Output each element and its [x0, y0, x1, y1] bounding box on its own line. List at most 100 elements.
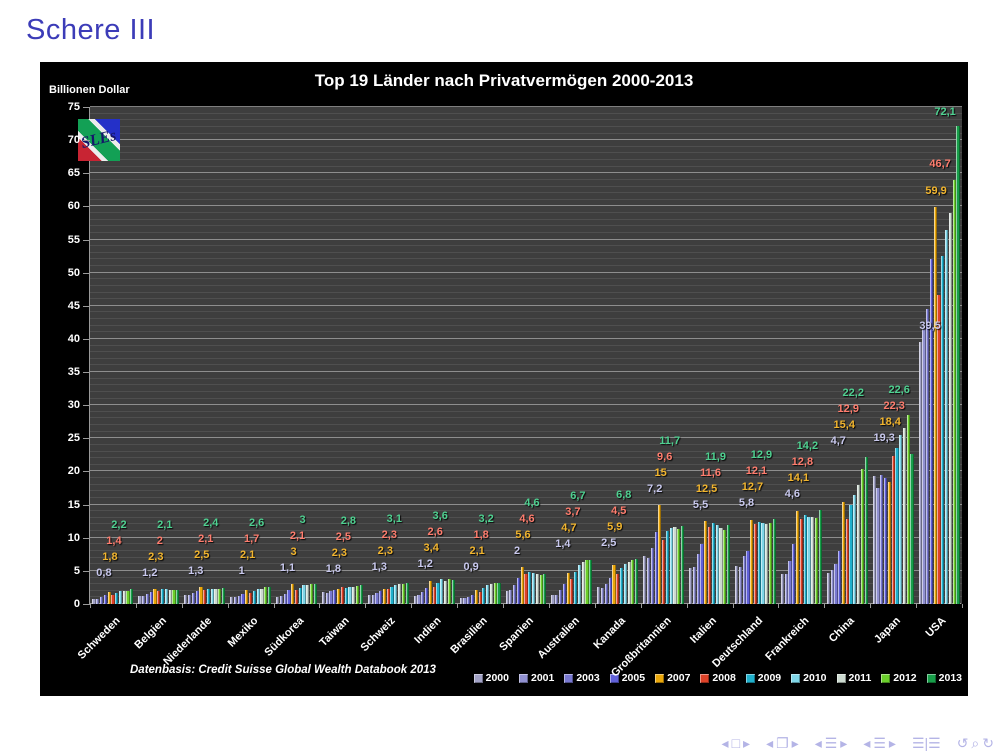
gridline-minor	[90, 112, 962, 114]
bar-Südkorea-2008	[294, 590, 299, 604]
nav-prev-frame-icon[interactable]: ◂	[766, 735, 774, 751]
gridline-major	[90, 404, 962, 406]
x-axis-label-Japan: Japan	[871, 614, 903, 646]
legend: 2000 2001 2003 2005 2007 2008 2009 2010 2011 2012…	[473, 672, 962, 684]
value-label-Belgien-2013: 2,1	[157, 518, 173, 531]
y-tick-mark	[83, 570, 90, 572]
bar-Deutschland-2008	[753, 523, 758, 604]
bar-Deutschland-2009	[757, 521, 761, 604]
y-axis-title: Billionen Dollar	[49, 84, 130, 96]
y-tick-label: 75	[67, 101, 80, 113]
bar-Australien-2000	[551, 594, 555, 604]
value-label-Großbritannien-2007: 15	[654, 466, 667, 479]
nav-back-icon[interactable]: ↺	[956, 735, 969, 751]
nav-appendix-icon[interactable]: ☰|☰	[911, 735, 941, 751]
nav-next-slide-icon[interactable]: ▸	[743, 735, 751, 751]
bar-Spanien-2011	[535, 574, 539, 604]
gridline-major	[90, 205, 962, 207]
bar-Brasilien-2007	[474, 590, 478, 604]
x-axis-label-Südkorea: Südkorea	[262, 614, 307, 659]
gridline-minor	[90, 225, 962, 227]
bar-Schweiz-2012	[401, 584, 406, 604]
gridline-minor	[90, 556, 962, 558]
gridline-minor	[90, 563, 962, 565]
bar-Großbritannien-2001	[646, 557, 651, 604]
nav-next-frame-icon[interactable]: ▸	[791, 735, 799, 751]
y-tick-mark	[83, 239, 90, 241]
nav-next-subsection-icon[interactable]: ▸	[840, 735, 848, 751]
gridline-minor	[90, 318, 962, 320]
value-label-Südkorea-2008: 2,1	[289, 530, 306, 543]
bar-Belgien-2011	[168, 590, 172, 604]
x-axis-label-Frankreich: Frankreich	[762, 614, 812, 664]
bar-Frankreich-2008	[799, 519, 803, 604]
gridline-minor	[90, 159, 962, 161]
bar-Spanien-2000	[505, 590, 509, 604]
bar-China-2009	[849, 504, 853, 604]
gridline-minor	[90, 265, 962, 267]
wealth-chart: Top 19 Länder nach Privatvermögen 2000-2…	[40, 62, 968, 696]
gridline-minor	[90, 457, 962, 459]
nav-prev-slide-icon[interactable]: ◂	[721, 735, 729, 751]
y-tick-mark	[83, 405, 90, 407]
bar-USA-2005	[929, 259, 934, 604]
nav-slide-icon[interactable]: □	[731, 735, 741, 751]
bar-Südkorea-2007	[291, 584, 295, 604]
gridline-minor	[90, 218, 962, 220]
gridline-minor	[90, 483, 962, 485]
gridline-minor	[90, 311, 962, 313]
bar-USA-2008	[937, 294, 941, 604]
gridline-major	[90, 106, 962, 107]
nav-prev-section-icon[interactable]: ◂	[863, 735, 871, 751]
x-tick-mark	[457, 604, 459, 608]
gridline-minor	[90, 185, 962, 187]
value-label-Südkorea-2007: 3	[290, 546, 297, 559]
bar-Deutschland-2012	[768, 523, 773, 604]
bar-Belgien-2008	[157, 590, 161, 604]
x-axis-label-Schweiz: Schweiz	[358, 614, 399, 654]
bar-Schweiz-2009	[390, 586, 394, 604]
bar-USA-2001	[922, 329, 926, 604]
bar-Spanien-2008	[524, 573, 528, 604]
nav-section-icon[interactable]: ☰	[873, 735, 886, 751]
bar-Taiwan-2000	[321, 592, 326, 604]
legend-label-2008: 2008	[712, 672, 736, 684]
legend-label-2000: 2000	[485, 672, 509, 684]
bar-Kanada-2011	[627, 561, 631, 604]
x-tick-mark	[503, 604, 505, 608]
value-label-Schweden-2007: 1,8	[102, 551, 118, 564]
bar-Schweden-2008	[111, 594, 115, 604]
bar-China-2003	[834, 564, 838, 604]
x-axis-label-Spanien: Spanien	[497, 614, 536, 654]
nav-forward-icon[interactable]: ↻	[982, 735, 994, 751]
bar-USA-2007	[933, 207, 937, 604]
bar-Niederlande-2003	[191, 593, 195, 604]
bar-China-2001	[830, 569, 834, 604]
nav-search-icon[interactable]: ⌕	[971, 735, 980, 751]
legend-label-2003: 2003	[576, 672, 600, 684]
bar-USA-2003	[926, 309, 930, 604]
y-tick-mark	[83, 471, 90, 473]
bar-Niederlande-2012	[218, 588, 222, 604]
bar-Indien-2007	[428, 581, 433, 604]
bar-Frankreich-2010	[807, 516, 811, 604]
value-label-Großbritannien-2008: 9,6	[657, 450, 673, 463]
gridline-minor	[90, 152, 962, 154]
bar-Schweiz-2001	[371, 595, 375, 604]
gridline-minor	[90, 351, 962, 353]
legend-label-2009: 2009	[757, 672, 782, 684]
gridline-minor	[90, 490, 962, 492]
bar-Schweden-2003	[100, 596, 104, 604]
bar-Kanada-2013	[635, 558, 639, 604]
nav-frame-icon[interactable]: ❐	[776, 735, 789, 751]
nav-subsection-icon[interactable]: ☰	[824, 735, 838, 751]
nav-next-section-icon[interactable]: ▸	[888, 735, 896, 751]
bar-Italien-2001	[692, 566, 697, 604]
legend-item-2007: 2007	[655, 672, 690, 684]
value-label-Japan-2013: 22,6	[888, 384, 910, 397]
value-label-Indien-2013: 3,6	[432, 510, 448, 523]
value-label-Deutschland-2007: 12,7	[741, 480, 764, 493]
bar-China-2005	[838, 551, 842, 604]
bar-Niederlande-2007	[199, 587, 203, 604]
nav-prev-subsection-icon[interactable]: ◂	[814, 735, 822, 751]
